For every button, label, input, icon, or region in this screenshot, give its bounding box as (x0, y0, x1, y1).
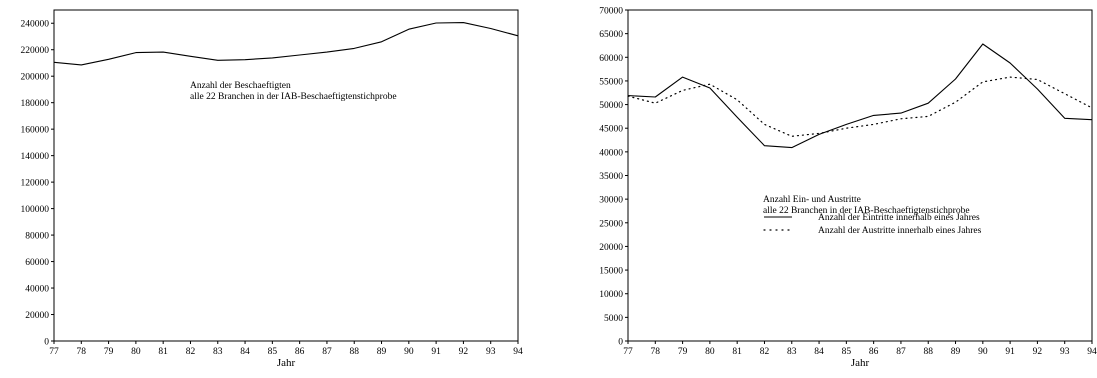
chart1-x-tick-label: 84 (814, 347, 824, 357)
chart0-y-tick-label: 140000 (21, 152, 50, 162)
chart1-x-axis-title: Jahr (851, 357, 870, 369)
chart1-x-tick-label: 94 (1087, 347, 1097, 357)
chart1-y-tick-label: 70000 (599, 7, 623, 17)
chart1-y-tick-label: 5000 (604, 314, 623, 324)
chart1-annotation-line: Anzahl Ein- und Austritte (763, 195, 861, 205)
chart1-x-tick-label: 90 (978, 347, 988, 357)
chart0-x-tick-label: 94 (513, 347, 523, 357)
chart1-x-tick-label: 91 (1005, 347, 1015, 357)
chart0-y-tick-label: 220000 (21, 46, 50, 56)
chart1-x-tick-label: 92 (1033, 347, 1043, 357)
chart1-legend-label: Anzahl der Eintritte innerhalb eines Jah… (818, 213, 980, 223)
chart0-y-tick-label: 240000 (21, 20, 50, 30)
chart0-x-tick-label: 90 (404, 347, 414, 357)
chart0-x-tick-label: 85 (268, 347, 278, 357)
chart0-x-tick-label: 82 (186, 347, 196, 357)
chart0-x-tick-label: 93 (486, 347, 496, 357)
chart0-y-tick-label: 80000 (25, 232, 49, 242)
chart0-x-tick-label: 81 (158, 347, 168, 357)
chart1-x-tick-label: 78 (651, 347, 661, 357)
chart1-y-tick-label: 25000 (599, 219, 623, 229)
entries-exits-chart: 0 5000 10000 15000 20000 25000 30000 35000 40000… (599, 7, 1097, 370)
chart1-y-tick-label: 55000 (599, 77, 623, 87)
chart1-y-tick-label: 60000 (599, 54, 623, 64)
employment-chart: 0 20000 40000 60000 80000 100000 120000 140000 1… (21, 9, 523, 369)
chart1-y-tick-label: 30000 (599, 196, 623, 206)
chart1-x-tick-label: 89 (951, 347, 961, 357)
chart1-y-tick-label: 20000 (599, 243, 623, 253)
chart1-x-tick-label: 88 (923, 347, 933, 357)
chart1-y-tick-label: 35000 (599, 172, 623, 182)
chart0-x-tick-label: 80 (131, 347, 141, 357)
chart0-x-axis-title: Jahr (277, 357, 296, 369)
chart1-x-tick-label: 85 (842, 347, 852, 357)
chart1-y-tick-label: 50000 (599, 101, 623, 111)
chart0-y-tick-label: 0 (44, 338, 49, 348)
chart0-series-line-solid (53, 22, 519, 66)
chart1-x-tick-label: 81 (732, 347, 742, 357)
chart1-series-line-dotted (627, 76, 1093, 137)
chart0-y-tick-label: 160000 (21, 126, 50, 136)
chart0-y-tick-label: 120000 (21, 179, 50, 189)
chart1-legend-label: Anzahl der Austritte innerhalb eines Jah… (818, 226, 982, 236)
chart0-y-tick-label: 20000 (25, 311, 49, 321)
chart1-x-tick-label: 87 (896, 347, 906, 357)
chart0-x-tick-label: 91 (431, 347, 441, 357)
chart0-y-tick-label: 200000 (21, 73, 50, 83)
chart0-x-tick-label: 79 (104, 347, 114, 357)
chart1-x-tick-label: 80 (705, 347, 715, 357)
chart1-y-tick-label: 65000 (599, 30, 623, 40)
chart0-x-tick-label: 89 (377, 347, 387, 357)
chart0-annotation-line: alle 22 Branchen in der IAB-Beschaeftigt… (190, 91, 397, 102)
chart1-y-tick-label: 10000 (599, 290, 623, 300)
chart1-y-tick-label: 40000 (599, 148, 623, 158)
chart0-plot-frame (53, 9, 519, 342)
chart0-x-tick-label: 92 (459, 347, 469, 357)
chart0-x-tick-label: 78 (77, 347, 87, 357)
chart0-annotation-line: Anzahl der Beschaeftigten (190, 80, 291, 91)
chart0-y-tick-label: 180000 (21, 99, 50, 109)
chart1-x-tick-label: 83 (787, 347, 797, 357)
chart1-plot-frame (627, 9, 1093, 342)
chart0-x-tick-label: 87 (322, 347, 332, 357)
chart0-x-tick-label: 84 (240, 347, 250, 357)
chart0-y-tick-label: 60000 (25, 258, 49, 268)
chart1-x-tick-label: 93 (1060, 347, 1070, 357)
chart1-y-tick-label: 15000 (599, 267, 623, 277)
chart1-series-line-solid (627, 43, 1093, 149)
chart1-annotation-line: alle 22 Branchen in der IAB-Beschaeftigt… (763, 205, 970, 216)
chart0-x-tick-label: 88 (349, 347, 359, 357)
chart1-x-tick-label: 86 (869, 347, 879, 357)
chart0-x-tick-label: 86 (295, 347, 305, 357)
chart1-x-tick-label: 82 (760, 347, 770, 357)
chart0-y-tick-label: 40000 (25, 285, 49, 295)
chart1-y-tick-label: 45000 (599, 125, 623, 135)
chart0-y-tick-label: 100000 (21, 205, 50, 215)
chart0-x-tick-label: 77 (49, 347, 59, 357)
chart1-x-tick-label: 79 (678, 347, 688, 357)
chart1-y-tick-label: 0 (618, 338, 623, 348)
chart1-x-tick-label: 77 (623, 347, 633, 357)
chart0-x-tick-label: 83 (213, 347, 223, 357)
